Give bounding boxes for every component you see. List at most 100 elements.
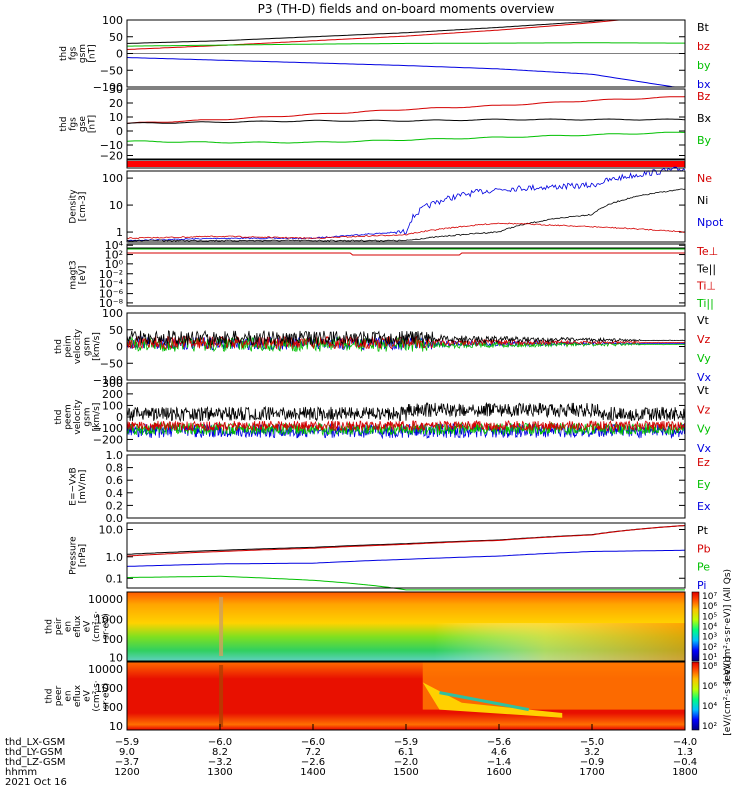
legend-label: Ey: [697, 478, 711, 491]
ylabel-line: en: [64, 690, 74, 701]
xaxis-row-label: thd_LX-GSM: [5, 737, 65, 748]
ytick-label: −50: [100, 64, 123, 77]
ylabel-line: peem: [64, 404, 74, 430]
xaxis-value: 1600: [486, 767, 511, 778]
ytick-label: 0.4: [106, 487, 124, 500]
panel-content: [127, 592, 685, 661]
series-bx: [126, 57, 685, 88]
xaxis-value: −3.7: [115, 757, 139, 768]
panel-content: [126, 401, 686, 440]
panel-content: [126, 525, 686, 591]
panel-frame: [126, 522, 686, 589]
ytick-label: 10⁰: [105, 258, 124, 271]
xaxis-value: 1500: [393, 767, 418, 778]
ylabel-line: thd: [45, 619, 55, 634]
ylabel-line: gsm: [83, 337, 93, 356]
series-Bt: [127, 19, 685, 44]
ytick-label: 10: [109, 652, 123, 665]
legend-label: Vy: [697, 423, 711, 436]
colorbar-label: [eV/(cm²·s·sr·eV)]: [723, 656, 733, 735]
ylabel-line: (cm²·s·: [92, 611, 102, 642]
ylabel-line: gsm: [83, 407, 93, 426]
legend-label: Pi: [697, 579, 706, 592]
legend-label: bx: [697, 78, 711, 91]
ytick-label: 0: [116, 125, 123, 138]
xaxis-value: −1.4: [487, 757, 511, 768]
ytick-label: 100: [102, 172, 123, 185]
ylabel-line: magt3: [68, 260, 78, 289]
ytick-label: 10⁴: [105, 239, 124, 252]
panel-frame: [126, 243, 686, 307]
ylabel-line: eV: [83, 620, 93, 633]
red-band: [127, 161, 685, 167]
ytick-label: 300: [102, 377, 123, 390]
xaxis-row-label: hhmm: [5, 767, 37, 778]
panel-frame: [126, 591, 686, 662]
ylabel-line: eV: [83, 689, 93, 702]
xaxis-value: −0.4: [673, 757, 697, 768]
xaxis-value: −2.6: [301, 757, 325, 768]
ylabel-line: peir: [54, 617, 64, 635]
series-Vt: [126, 329, 686, 347]
xaxis-row-label: thd_LZ-GSM: [5, 757, 66, 768]
ytick-label: −50: [100, 357, 123, 370]
colorbar-tick: 10²: [702, 722, 717, 732]
panel-10: thd peir en eflux eV (cm²·s· sr·eV) 10000 1000 10…: [45, 591, 686, 665]
ytick-label: −100: [93, 422, 123, 435]
panel-6: thd peim velocity gsm [km/s] 100 50 0 −50 −100 Vt V…: [54, 307, 712, 387]
ytick-label: 0.6: [106, 474, 124, 487]
xaxis-value: 9.0: [119, 747, 135, 758]
ylabel-line: [nT]: [87, 115, 97, 133]
ylabel-line: sr·eV): [102, 613, 112, 639]
ytick-label: 10000: [88, 663, 123, 676]
electron-feature: [422, 682, 563, 718]
xaxis-value: −5.9: [115, 737, 139, 748]
ylabel-line: peer: [54, 685, 64, 706]
ylabel-line: (cm²·s·: [92, 680, 102, 711]
series-Pt: [126, 525, 686, 555]
xaxis-value: −2.0: [394, 757, 418, 768]
colorbar-tick: 10²: [702, 643, 717, 653]
series-Vt: [126, 401, 686, 423]
electron-spike: [219, 665, 224, 727]
legend-label: Vy: [697, 352, 711, 365]
panel-content: [127, 161, 685, 167]
xaxis-value: 7.2: [305, 747, 321, 758]
ytick-label: 10: [109, 111, 123, 124]
xaxis-value: −0.9: [580, 757, 604, 768]
xaxis-value: 6.1: [398, 747, 414, 758]
colorbar-tick: 10⁷: [702, 592, 717, 602]
ion-spike: [219, 597, 224, 656]
ylabel-line: thd: [59, 46, 69, 61]
legend-label: Ne: [697, 172, 712, 185]
colorbar-tick: 10³: [702, 633, 717, 643]
ylabel-line: [nT]: [87, 44, 97, 62]
panel-content: [127, 247, 685, 256]
xaxis-value: 1200: [114, 767, 139, 778]
panel-1: thd fgs gsm [nT] 100 50 0 −50 −100 Bt bz by bx: [59, 14, 711, 94]
legend-label: Vx: [697, 371, 712, 384]
ytick-label: 1000: [95, 682, 123, 695]
xaxis-value: 1.3: [677, 747, 693, 758]
ytick-label: 100: [102, 14, 123, 27]
xaxis-value: −5.0: [580, 737, 604, 748]
legend-label: Bz: [697, 90, 711, 103]
ytick-label: 1.0: [106, 551, 124, 564]
xaxis-value: −4.0: [673, 737, 697, 748]
ylabel-line: thd: [54, 339, 64, 354]
ytick-label: 10⁻²: [99, 268, 123, 281]
colorbar-label: [eV/(cm²·s·sr·eV)] (All Qs): [723, 569, 733, 684]
ytick-label: 100: [102, 307, 123, 320]
series-Pb: [126, 525, 686, 557]
ytick-label: 10000: [88, 593, 123, 606]
xaxis-value: 4.6: [491, 747, 507, 758]
panel-frame: [126, 312, 686, 381]
ylabel-line: Density: [68, 189, 78, 224]
ytick-label: −200: [93, 433, 123, 446]
ytick-label: 100: [102, 399, 123, 412]
legend-label: by: [697, 59, 711, 72]
series-Bz: [126, 96, 685, 124]
panel-11: thd peer en eflux eV (cm²·s· sr·eV) 10000 1000 10…: [45, 661, 686, 733]
xaxis-value: 1400: [300, 767, 325, 778]
electron-region: [422, 662, 685, 710]
